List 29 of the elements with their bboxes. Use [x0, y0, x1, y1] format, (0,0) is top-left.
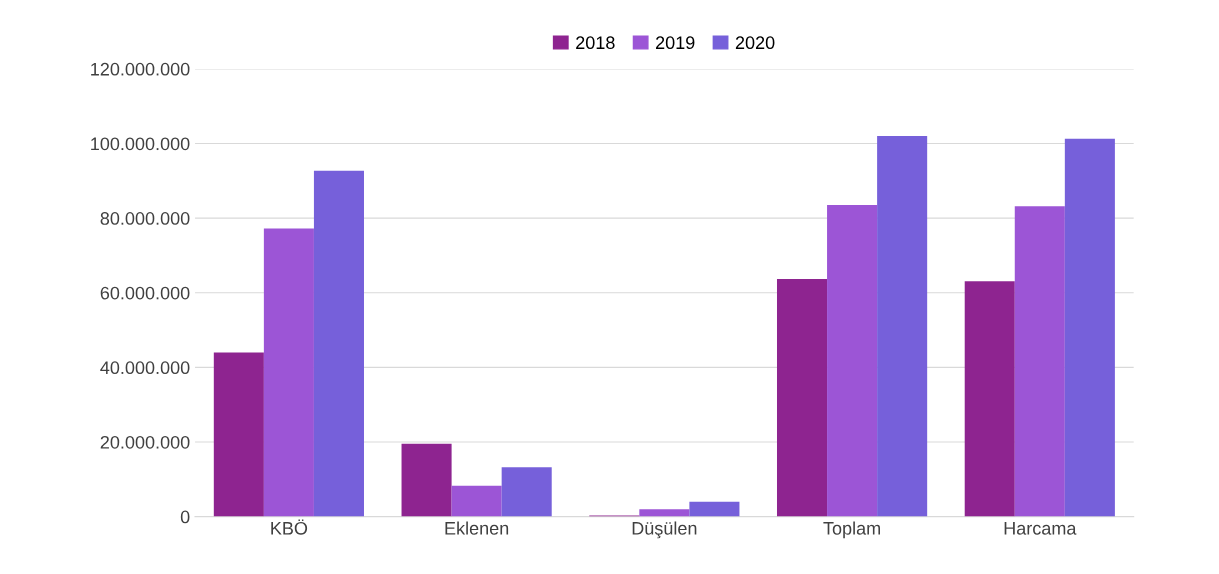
bar — [827, 205, 878, 517]
bar — [1014, 206, 1065, 517]
x-tick-label: Eklenen — [445, 521, 509, 535]
x-tick-label: Harcama — [1004, 522, 1077, 535]
bar — [213, 352, 264, 517]
y-tick-label: 40.000.000 — [100, 361, 190, 375]
x-tick-label: Düşülen — [632, 521, 697, 539]
x-tick-label: Toplam — [823, 521, 880, 539]
y-tick-label: 60.000.000 — [100, 286, 190, 300]
bar — [776, 278, 828, 517]
y-tick-label: 120.000.000 — [91, 62, 190, 76]
bar — [451, 485, 502, 517]
y-tick-label: 80.000.000 — [100, 212, 190, 225]
y-tick-label: 100.000.000 — [91, 137, 190, 151]
bar — [877, 136, 928, 517]
legend-label: 2018 — [576, 36, 615, 50]
bar — [263, 228, 314, 517]
bar — [501, 467, 552, 517]
legend-label: 2019 — [656, 36, 695, 50]
bar — [689, 501, 740, 517]
y-tick-label: 0 — [180, 510, 190, 524]
bar — [1064, 138, 1115, 517]
bar — [639, 509, 690, 517]
y-tick-label: 20.000.000 — [100, 435, 190, 449]
bar — [401, 443, 452, 517]
x-tick-label: KBÖ — [271, 519, 308, 535]
legend-label: 2020 — [735, 36, 775, 50]
bar — [964, 281, 1015, 517]
bar — [313, 170, 364, 517]
